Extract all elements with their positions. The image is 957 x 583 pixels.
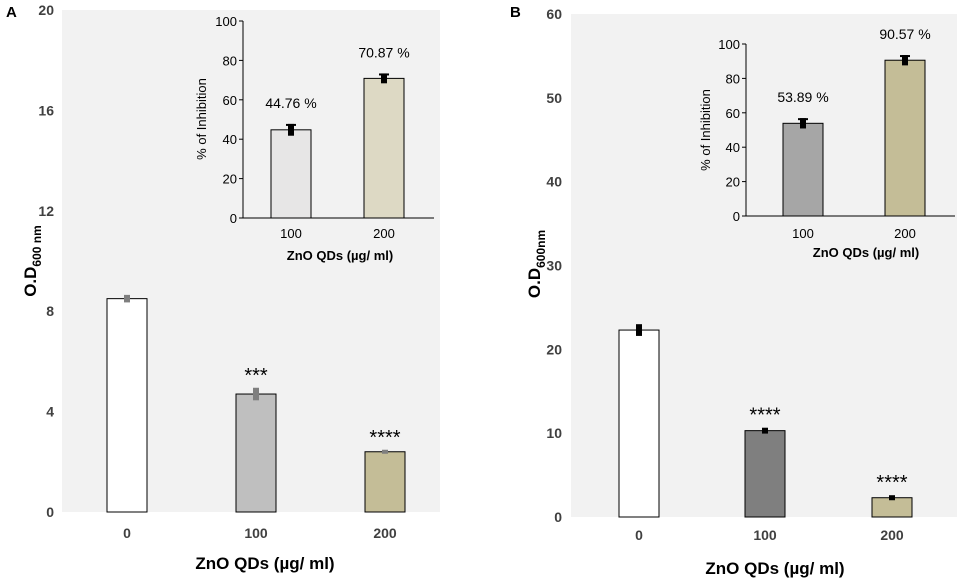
- inset-error-bar: [381, 73, 387, 84]
- x-axis-title: ZnO QDs (µg/ ml): [195, 554, 334, 573]
- inset-y-tick-label: 100: [215, 14, 237, 29]
- inset-x-tick-label: 100: [792, 226, 814, 241]
- inset-error-cap: [286, 123, 296, 126]
- y-axis-title: O.D600nm: [525, 230, 548, 298]
- inset-error-cap: [798, 118, 808, 121]
- inset-bar: [782, 122, 824, 217]
- y-axis-title-subscript: 600 nm: [30, 225, 44, 266]
- inset-y-axis-title: % of Inhibition: [698, 89, 713, 171]
- inset-value-label: 44.76 %: [265, 95, 316, 111]
- inset-error-bar: [288, 123, 294, 136]
- x-tick-label: 0: [635, 527, 643, 543]
- inset-y-tick-label: 40: [223, 132, 237, 147]
- y-tick-label: 12: [38, 203, 54, 219]
- y-tick-label: 16: [38, 102, 54, 118]
- inset-y-tick-label: 80: [726, 71, 740, 86]
- inset-y-tick-label: 0: [230, 211, 237, 226]
- x-tick-label: 200: [373, 525, 397, 541]
- y-axis-title-subscript: 600nm: [534, 230, 548, 268]
- y-tick-label: 50: [546, 90, 562, 106]
- inset-error-bar: [902, 55, 908, 66]
- inset-chart: 0 20 40 60 80 100 % of Inhibition 44.76 % 100 70.…: [194, 14, 434, 263]
- bar: [364, 451, 406, 513]
- y-tick-label: 0: [554, 509, 562, 525]
- panel-B: B0102030405060O.D600nm0****100****200ZnO…: [510, 4, 957, 578]
- x-tick-label: 0: [123, 525, 131, 541]
- y-axis-title-main: O.D: [21, 267, 40, 297]
- bar: [618, 329, 660, 518]
- y-tick-label: 10: [546, 425, 562, 441]
- error-bar: [382, 449, 388, 454]
- inset-chart: 0 20 40 60 80 100 % of Inhibition 53.89 % 100 90.…: [698, 26, 955, 260]
- error-bar: [253, 387, 259, 401]
- y-tick-label: 0: [46, 504, 54, 520]
- inset-y-tick-label: 20: [726, 175, 740, 190]
- error-bar: [889, 495, 895, 501]
- inset-y-tick-label: 60: [726, 106, 740, 121]
- inset-y-tick-label: 20: [223, 172, 237, 187]
- inset-y-tick-label: 80: [223, 53, 237, 68]
- significance-label: ***: [244, 365, 268, 387]
- inset-y-tick-label: 40: [726, 140, 740, 155]
- inset-value-label: 53.89 %: [777, 89, 828, 105]
- inset-y-tick-label: 100: [718, 37, 740, 52]
- inset-error-cap: [900, 55, 910, 58]
- inset-x-tick-label: 200: [373, 226, 395, 241]
- inset-x-tick-label: 200: [894, 226, 916, 241]
- inset-value-label: 90.57 %: [879, 26, 930, 42]
- panel-letter: B: [510, 4, 521, 21]
- y-tick-label: 20: [38, 2, 54, 18]
- y-axis-title-main: O.D: [525, 268, 544, 298]
- inset-x-tick-label: 100: [280, 226, 302, 241]
- inset-value-label: 70.87 %: [358, 44, 409, 60]
- y-tick-label: 30: [546, 258, 562, 274]
- bar: [106, 298, 148, 513]
- y-tick-label: 4: [46, 404, 54, 420]
- bar: [744, 430, 786, 518]
- inset-y-axis-title: % of Inhibition: [194, 78, 209, 160]
- inset-y-tick-label: 60: [223, 93, 237, 108]
- y-tick-label: 20: [546, 341, 562, 357]
- error-bar: [636, 324, 642, 336]
- panel-letter: A: [6, 4, 17, 21]
- x-tick-label: 100: [244, 525, 268, 541]
- error-bar: [124, 294, 130, 303]
- x-axis-title: ZnO QDs (µg/ ml): [705, 559, 844, 578]
- inset-error-bar: [800, 118, 806, 129]
- bar: [235, 393, 277, 513]
- inset-bar: [363, 77, 405, 219]
- y-tick-label: 40: [546, 174, 562, 190]
- x-tick-label: 200: [880, 527, 904, 543]
- significance-label: ****: [369, 427, 400, 449]
- y-tick-label: 60: [546, 6, 562, 22]
- inset-bar: [884, 59, 926, 217]
- inset-error-cap: [379, 73, 389, 76]
- error-bar: [762, 427, 768, 434]
- inset-y-tick-label: 0: [733, 209, 740, 224]
- x-tick-label: 100: [753, 527, 777, 543]
- significance-label: ****: [876, 472, 907, 494]
- y-tick-label: 8: [46, 303, 54, 319]
- y-axis-title: O.D600 nm: [21, 225, 44, 297]
- inset-bar: [270, 129, 312, 219]
- significance-label: ****: [749, 405, 780, 427]
- inset-x-axis-title: ZnO QDs (µg/ ml): [287, 248, 393, 263]
- bar: [871, 497, 913, 518]
- inset-x-axis-title: ZnO QDs (µg/ ml): [813, 245, 919, 260]
